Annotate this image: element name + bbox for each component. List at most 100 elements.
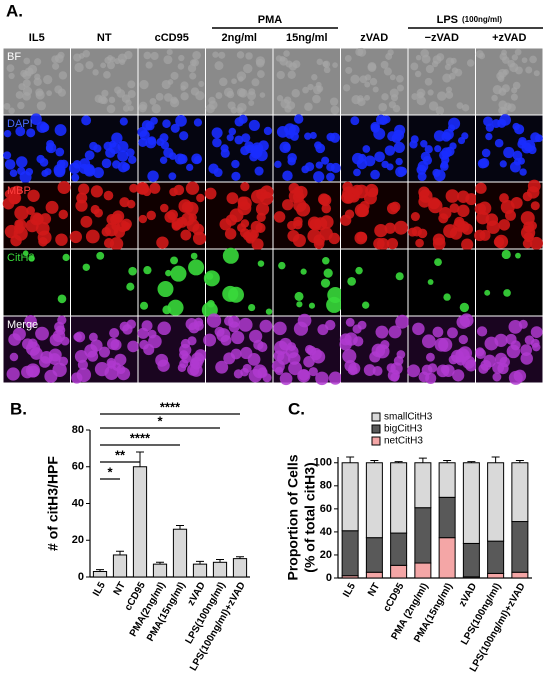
cell [127, 80, 136, 89]
cell [258, 140, 269, 152]
error-bar [443, 459, 452, 463]
cell [367, 63, 377, 72]
cell [76, 192, 88, 204]
bar [92, 570, 108, 578]
x-tick-label: zVAD [457, 581, 479, 608]
cell [170, 265, 187, 282]
cell [229, 208, 244, 223]
cell [46, 90, 53, 97]
bar-segment [511, 521, 529, 573]
cell [159, 203, 169, 213]
cell [424, 145, 433, 154]
error-bar [196, 560, 204, 565]
cell [58, 356, 69, 367]
error-bar [370, 459, 379, 463]
cell [193, 118, 203, 127]
cell [22, 86, 33, 96]
cell [479, 158, 490, 168]
cell [167, 299, 184, 316]
cell [170, 71, 179, 80]
bar-segment [414, 462, 432, 509]
cell [442, 128, 454, 140]
cell [412, 322, 425, 336]
cell [84, 150, 95, 161]
cell [117, 150, 129, 162]
cell [103, 71, 111, 79]
cell [242, 231, 253, 241]
cell [434, 258, 442, 267]
cell [439, 150, 449, 161]
cell [517, 139, 527, 149]
cell [321, 156, 330, 165]
cell [293, 114, 304, 124]
cell [530, 132, 541, 143]
group-header: PMA [258, 14, 283, 26]
row-label: Merge [7, 319, 38, 331]
cell [353, 168, 361, 177]
cell [304, 132, 312, 140]
cell [313, 171, 325, 183]
cell [145, 61, 153, 69]
bar [152, 563, 168, 578]
cell [364, 81, 371, 88]
cell [425, 352, 435, 362]
cell [425, 64, 435, 74]
cell [128, 105, 134, 112]
cell [162, 305, 172, 315]
cell [8, 72, 15, 80]
cell [447, 327, 458, 339]
cell [136, 182, 150, 195]
cell [128, 155, 137, 165]
cell [94, 208, 104, 218]
cell [364, 94, 371, 101]
cell [19, 171, 32, 184]
cell [350, 116, 360, 126]
cell [342, 349, 357, 364]
cell [248, 303, 256, 312]
cell [326, 296, 343, 313]
cell [275, 55, 283, 62]
cell [155, 353, 169, 367]
y-tick-label: 40 [320, 526, 332, 538]
significance-label: * [107, 464, 113, 479]
cell [382, 115, 391, 124]
cell [126, 148, 135, 157]
cell [79, 163, 90, 175]
cell [224, 228, 237, 240]
cell [255, 222, 266, 233]
cell [80, 215, 93, 228]
cell [34, 58, 42, 66]
cell [179, 131, 189, 141]
cell [248, 119, 260, 132]
cell [205, 272, 214, 280]
cell [48, 348, 62, 362]
cell [510, 93, 518, 101]
cell [139, 301, 149, 310]
cell [17, 101, 25, 110]
cell [231, 330, 245, 345]
cell [161, 79, 171, 90]
cell [477, 201, 492, 215]
cell [475, 347, 485, 357]
cell [227, 101, 236, 110]
cell [215, 92, 223, 100]
column-header: zVAD [360, 32, 388, 44]
cell [420, 140, 428, 148]
cell [326, 172, 335, 182]
cell [355, 48, 364, 57]
legend-swatch [371, 412, 381, 422]
bar-segment [511, 462, 529, 523]
cell [243, 63, 253, 74]
cell [78, 183, 90, 195]
cell [332, 62, 338, 68]
panel-label: B. [10, 399, 27, 418]
cell [392, 104, 401, 113]
cell [203, 333, 217, 347]
cell [500, 200, 515, 215]
cell [530, 326, 543, 338]
cell [78, 52, 85, 59]
cell [215, 360, 229, 374]
cell [407, 364, 421, 378]
cell [94, 361, 110, 377]
cell [231, 78, 237, 85]
